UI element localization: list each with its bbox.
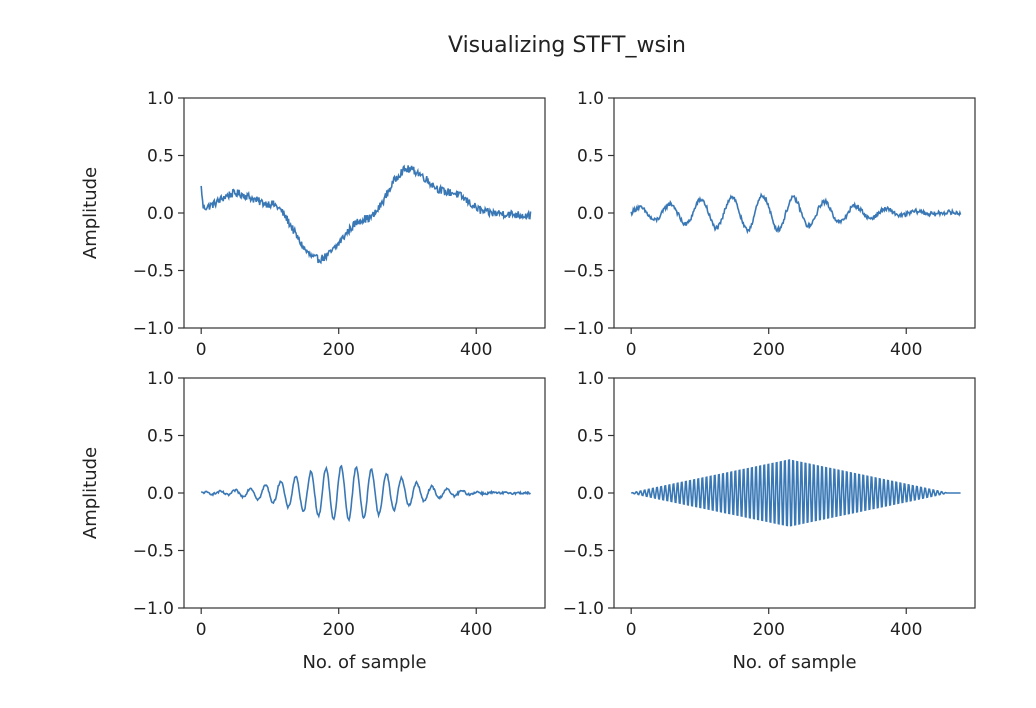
- series-line: [630, 192, 962, 235]
- x-axis-label: No. of sample: [732, 652, 856, 673]
- y-tick-label: 1.0: [577, 369, 604, 389]
- subplot-3: 0 200 400 −1.0 −0.5 0.0 0.5 1.0 No. of sample Amp…: [80, 369, 546, 673]
- subplot-2: 0 200 400 −1.0 −0.5 0.0 0.5 1.0: [563, 89, 976, 360]
- y-axis-label: Amplitude: [80, 167, 101, 259]
- y-tick-label: 1.0: [147, 369, 174, 389]
- x-tick-label: 200: [322, 340, 354, 360]
- y-tick-label: 1.0: [147, 89, 174, 109]
- x-tick-label: 400: [460, 620, 492, 640]
- y-tick-label: 0.5: [147, 427, 174, 447]
- y-tick-label: 0.5: [147, 147, 174, 167]
- series-line: [631, 459, 961, 527]
- x-tick-label: 200: [322, 620, 354, 640]
- x-tick-label: 200: [752, 620, 784, 640]
- y-tick-label: −0.5: [563, 542, 604, 562]
- x-tick-label: 200: [752, 340, 784, 360]
- y-tick-label: 0.0: [577, 204, 604, 224]
- y-tick-label: 1.0: [577, 89, 604, 109]
- y-tick-label: 0.5: [577, 147, 604, 167]
- x-tick-label: 0: [626, 620, 637, 640]
- subplot-grid: 0 200 400 −1.0 −0.5 0.0 0.5 1.0 Amplitude 0 200 400…: [80, 89, 976, 673]
- subplot-4: 0 200 400 −1.0 −0.5 0.0 0.5 1.0 No. of sample: [563, 369, 976, 673]
- y-tick-label: −1.0: [133, 599, 174, 619]
- x-tick-label: 0: [196, 340, 207, 360]
- y-tick-label: −1.0: [133, 319, 174, 339]
- y-tick-label: 0.5: [577, 427, 604, 447]
- y-axis-label: Amplitude: [80, 447, 101, 539]
- x-tick-label: 0: [196, 620, 207, 640]
- x-axis-label: No. of sample: [302, 652, 426, 673]
- y-tick-label: 0.0: [147, 484, 174, 504]
- x-tick-label: 400: [890, 620, 922, 640]
- y-tick-label: 0.0: [147, 204, 174, 224]
- subplot-1: 0 200 400 −1.0 −0.5 0.0 0.5 1.0 Amplitude: [80, 89, 546, 360]
- figure-title: Visualizing STFT_wsin: [448, 33, 686, 58]
- x-tick-label: 0: [626, 340, 637, 360]
- y-tick-label: −0.5: [133, 542, 174, 562]
- x-tick-label: 400: [460, 340, 492, 360]
- y-tick-label: −1.0: [563, 599, 604, 619]
- y-tick-label: −0.5: [563, 262, 604, 282]
- y-tick-label: 0.0: [577, 484, 604, 504]
- y-tick-label: −0.5: [133, 262, 174, 282]
- y-tick-label: −1.0: [563, 319, 604, 339]
- x-tick-label: 400: [890, 340, 922, 360]
- series-line: [200, 164, 532, 265]
- series-line: [200, 464, 532, 523]
